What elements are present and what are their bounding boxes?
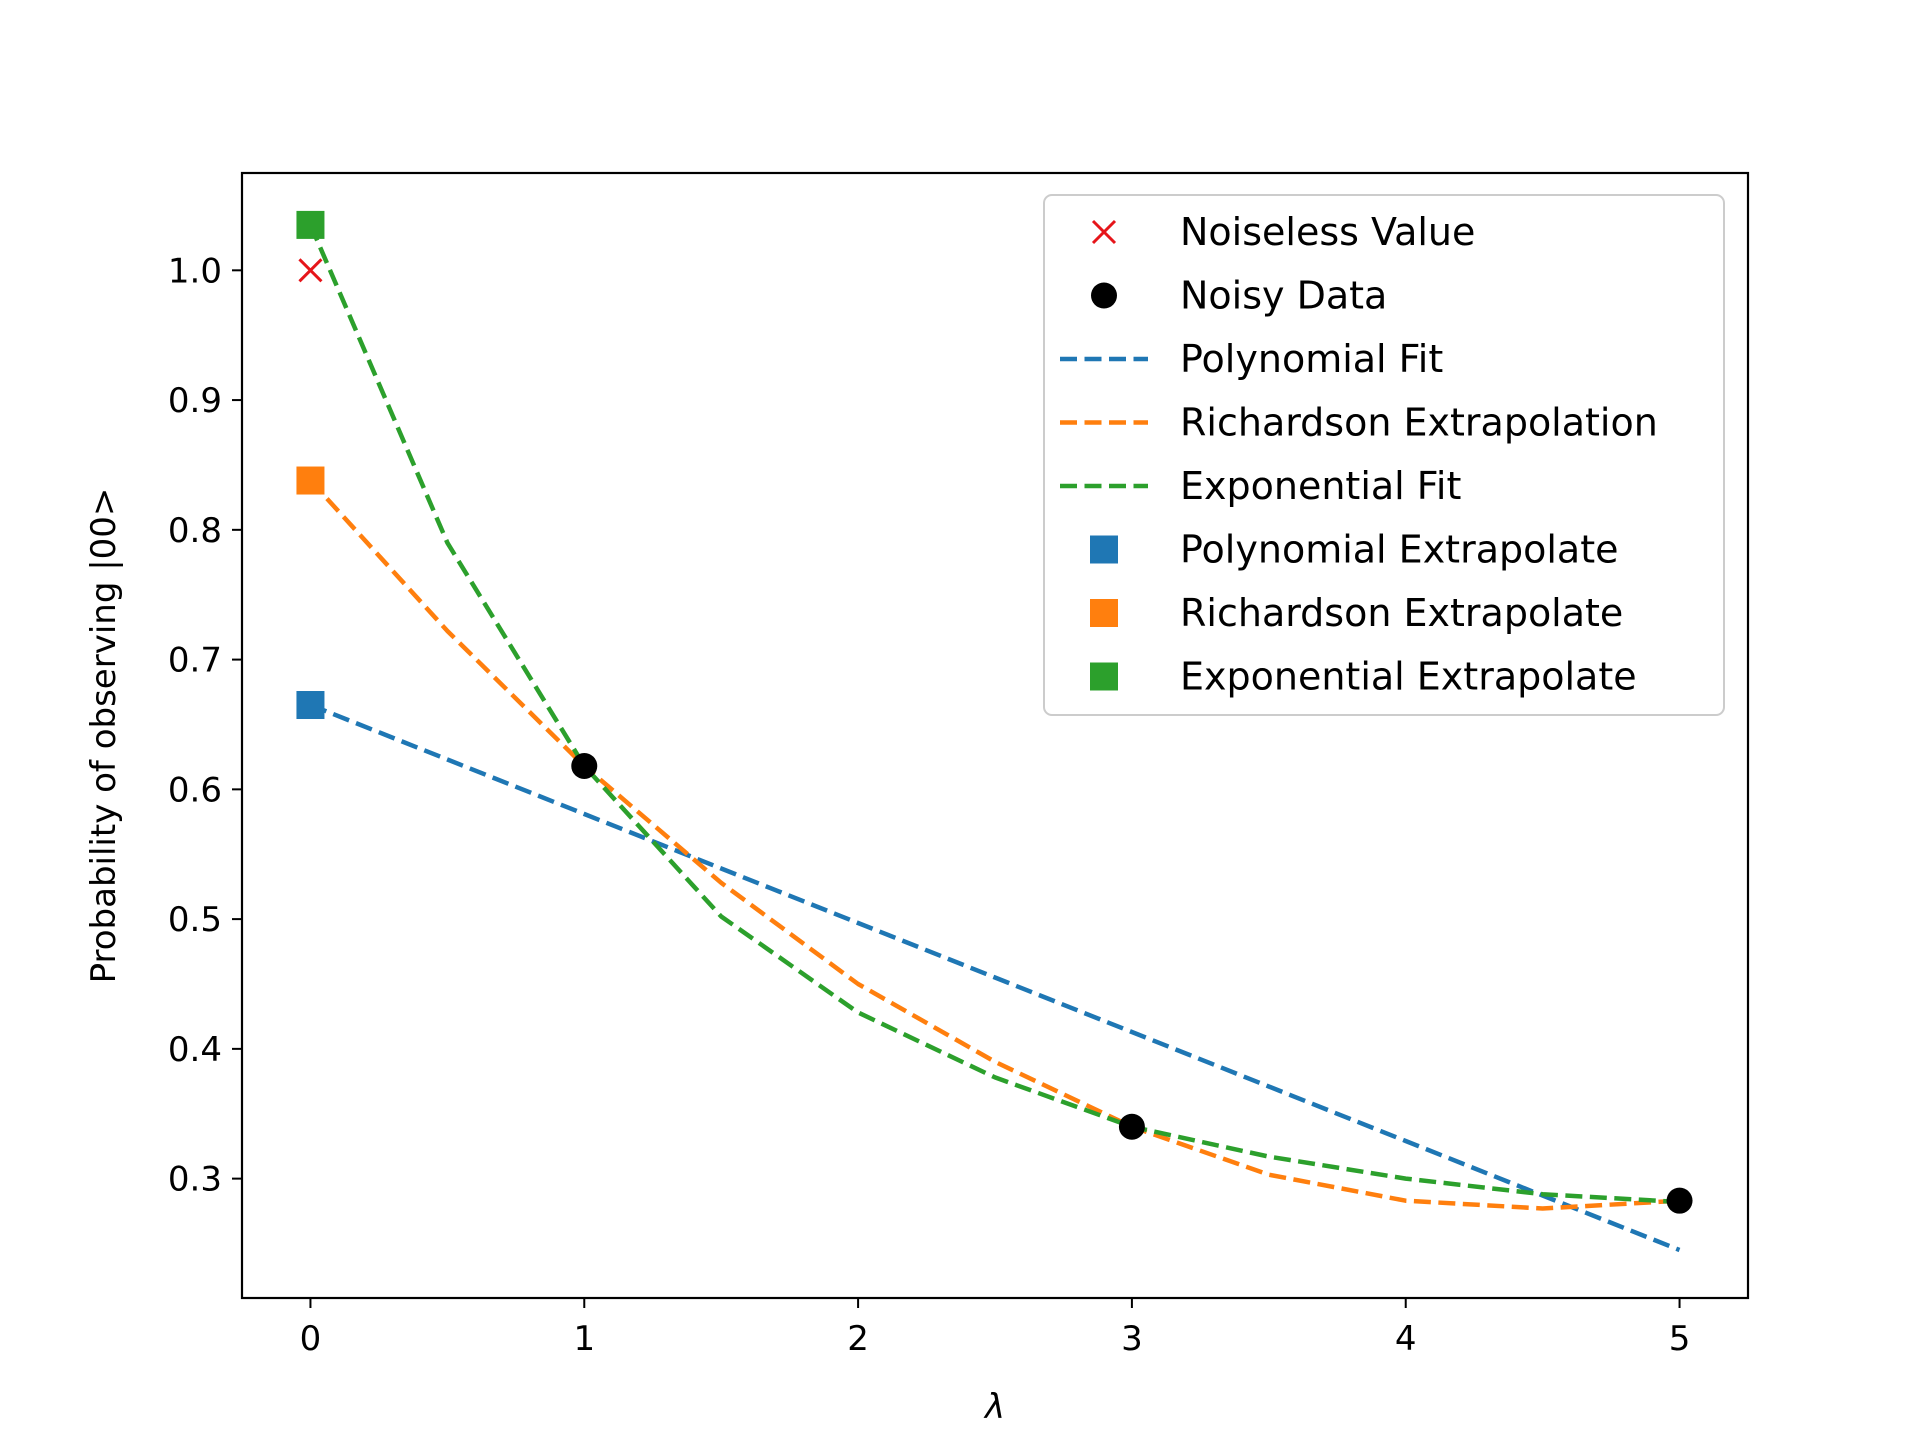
- noisy-data-marker: [1118, 1113, 1145, 1140]
- polynomial-extrapolate-marker: [296, 691, 325, 720]
- noisy-data-marker: [1666, 1187, 1693, 1214]
- legend-label: Exponential Fit: [1180, 464, 1461, 508]
- legend-item: Noisy Data: [1091, 274, 1387, 318]
- x-tick-label: 4: [1395, 1319, 1417, 1359]
- plot-frame: [240, 171, 1750, 1300]
- richardson-extrapolate-marker: [296, 466, 325, 495]
- x-marker-stroke: [298, 258, 323, 283]
- exponential-extrapolate-marker: [296, 210, 325, 239]
- richardson-extrapolation-line: [308, 478, 1680, 1211]
- legend-marker-swatch: [1090, 662, 1118, 691]
- x-tick-label: 1: [573, 1319, 595, 1359]
- data-markers: [296, 210, 1693, 1214]
- x-axis-label: λ: [983, 1387, 1005, 1427]
- legend-marker-swatch: [1090, 599, 1118, 627]
- y-tick-label: 0.5: [168, 900, 222, 940]
- legend-item: Exponential Fit: [1060, 464, 1461, 508]
- legend-item: Exponential Extrapolate: [1090, 655, 1637, 699]
- legend-label: Polynomial Fit: [1180, 337, 1443, 381]
- legend-item: Noiseless Value: [1091, 210, 1475, 254]
- y-axis-label: Probability of observing |00>: [84, 488, 124, 984]
- legend-label: Exponential Extrapolate: [1180, 655, 1637, 699]
- legend-label: Richardson Extrapolation: [1180, 401, 1658, 445]
- legend-item: Richardson Extrapolate: [1090, 591, 1623, 635]
- legend-label: Noisy Data: [1180, 274, 1387, 318]
- y-tick-label: 0.8: [168, 511, 222, 551]
- x-marker-stroke: [1091, 219, 1117, 245]
- y-tick-label: 1.0: [168, 251, 222, 291]
- exponential-fit-line: [308, 224, 1680, 1205]
- fit-lines: [308, 224, 1681, 1253]
- legend-marker-swatch: [1091, 219, 1117, 245]
- x-tick-label: 0: [300, 1319, 322, 1359]
- y-tick-label: 0.4: [168, 1030, 222, 1070]
- legend-marker-swatch: [1091, 282, 1117, 309]
- x-tick-label: 5: [1669, 1319, 1691, 1359]
- y-axis-ticks: 0.3 0.4 0.5 0.6 0.7 0.8 0.9 1.0: [168, 251, 242, 1200]
- legend-label: Polynomial Extrapolate: [1180, 528, 1618, 572]
- polynomial-fit-line: [309, 702, 1681, 1253]
- x-tick-label: 2: [847, 1319, 869, 1359]
- legend-label: Richardson Extrapolate: [1180, 591, 1623, 635]
- legend-item: Polynomial Extrapolate: [1090, 528, 1618, 572]
- y-tick-label: 0.6: [168, 770, 222, 810]
- y-tick-label: 0.3: [168, 1160, 222, 1200]
- noisy-data-marker: [571, 752, 598, 779]
- x-axis-ticks: 0 1 2 3 4 5: [300, 1298, 1691, 1359]
- legend-label: Noiseless Value: [1180, 210, 1475, 254]
- y-tick-label: 0.9: [168, 381, 222, 421]
- legend-item: Richardson Extrapolation: [1060, 401, 1658, 445]
- legend: Noiseless Value Noisy Data Polynomial Fit R…: [1043, 194, 1725, 716]
- legend-marker-swatch: [1090, 535, 1118, 564]
- y-tick-label: 0.7: [168, 641, 222, 681]
- x-tick-label: 3: [1121, 1319, 1143, 1359]
- legend-box: [1043, 194, 1725, 716]
- legend-item: Polynomial Fit: [1060, 337, 1443, 381]
- noiseless-value-marker: [298, 258, 323, 283]
